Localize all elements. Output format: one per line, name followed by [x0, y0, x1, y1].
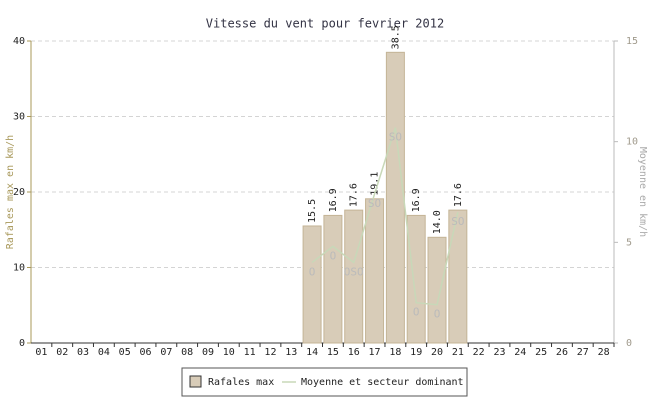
x-tick-label: 14	[306, 347, 318, 358]
x-tick-label: 18	[389, 347, 401, 358]
y2-tick-label: 15	[626, 36, 638, 47]
sector-label: SO	[451, 215, 464, 228]
bar	[448, 209, 468, 344]
x-tick-label: 24	[514, 347, 526, 358]
bar	[385, 51, 405, 344]
value-label: 19.1	[370, 172, 381, 196]
value-label: 17.6	[453, 183, 464, 207]
x-tick-label: 07	[160, 347, 172, 358]
y2-tick-label: 5	[626, 237, 632, 248]
x-tick-label: 13	[285, 347, 297, 358]
x-tick-label: 12	[264, 347, 276, 358]
x-tick-label: 17	[369, 347, 381, 358]
legend-swatch	[189, 375, 202, 388]
value-label: 38.5	[390, 25, 401, 49]
sector-label: SO	[368, 197, 381, 210]
sector-label: OSO	[344, 265, 364, 278]
sector-label: O	[330, 249, 337, 262]
x-tick-label: 19	[410, 347, 422, 358]
x-tick-label: 09	[202, 347, 214, 358]
y2-tick-label: 0	[626, 338, 632, 349]
x-tick-label: 25	[535, 347, 547, 358]
y-tick-label: 0	[19, 338, 25, 349]
y-tick-label: 20	[13, 187, 25, 198]
sector-label: O	[434, 308, 441, 321]
y2-axis-label: Moyenne en km/h	[637, 147, 648, 237]
x-tick-label: 27	[577, 347, 589, 358]
x-tick-label: 10	[223, 347, 235, 358]
mean-line	[311, 127, 459, 306]
x-tick-label: 04	[98, 347, 110, 358]
sector-label: O	[309, 265, 316, 278]
x-tick-label: 23	[493, 347, 505, 358]
sector-label: SO	[389, 131, 402, 144]
y2-tick-label: 10	[626, 137, 638, 148]
x-tick-label: 01	[35, 347, 47, 358]
chart-title: Vitesse du vent pour fevrier 2012	[206, 17, 444, 31]
x-tick-label: 06	[139, 347, 151, 358]
bar	[365, 198, 385, 344]
y-tick-label: 10	[13, 263, 25, 274]
value-label: 15.5	[307, 199, 318, 223]
x-tick-label: 11	[244, 347, 256, 358]
x-tick-label: 02	[56, 347, 68, 358]
legend-label: Moyenne et secteur dominant	[301, 377, 464, 388]
bar	[344, 209, 364, 344]
value-label: 17.6	[349, 183, 360, 207]
sector-label: O	[413, 306, 420, 319]
y-tick-label: 40	[13, 36, 25, 47]
bar	[406, 214, 426, 344]
bar	[427, 236, 447, 344]
legend-label: Rafales max	[208, 377, 274, 388]
x-tick-label: 15	[327, 347, 339, 358]
bar	[302, 225, 322, 344]
x-tick-label: 26	[556, 347, 568, 358]
x-tick-label: 05	[119, 347, 131, 358]
x-tick-label: 20	[431, 347, 443, 358]
value-label: 16.9	[411, 188, 422, 212]
x-tick-label: 16	[348, 347, 360, 358]
y-tick-label: 30	[13, 112, 25, 123]
x-tick-label: 28	[598, 347, 610, 358]
x-tick-label: 21	[452, 347, 464, 358]
legend-box	[181, 367, 468, 397]
bar	[323, 214, 343, 344]
value-label: 14.0	[432, 210, 443, 234]
x-tick-label: 08	[181, 347, 193, 358]
y-axis-label: Rafales max en km/h	[5, 135, 16, 249]
x-tick-label: 03	[77, 347, 89, 358]
value-label: 16.9	[328, 188, 339, 212]
x-tick-label: 22	[473, 347, 485, 358]
